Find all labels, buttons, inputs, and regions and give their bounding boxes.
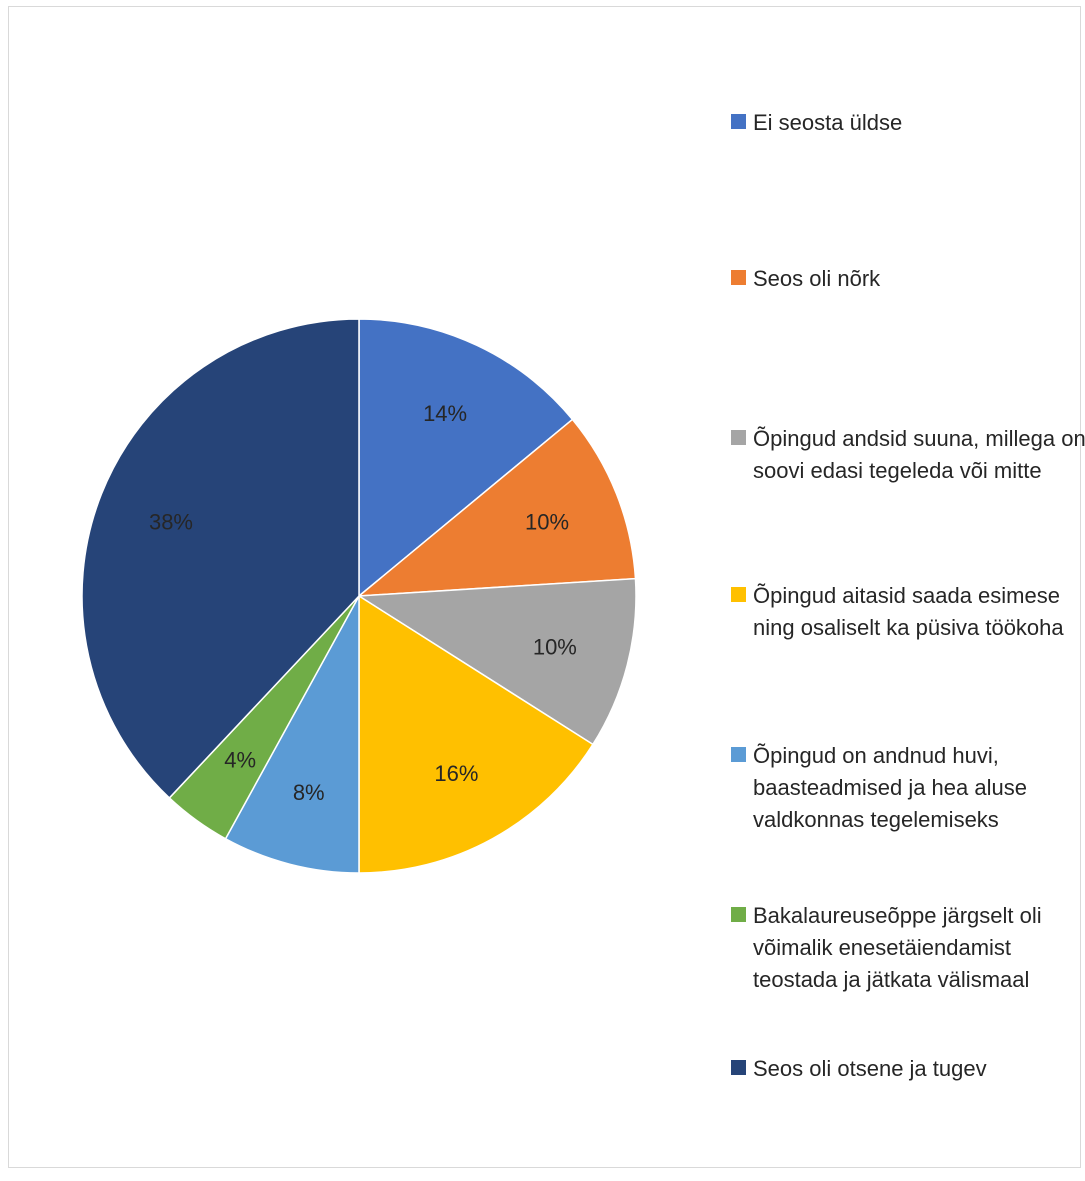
legend-label-2: Õpingud andsid suuna, millega on soovi e…	[753, 426, 1085, 483]
legend-label-4: Õpingud on andnud huvi, baasteadmised ja…	[753, 743, 1027, 832]
chart-area: 14% 10% 10% 16% 8% 4% 38% Ei seosta üldse Seos …	[8, 6, 1085, 1168]
legend-label-0: Ei seosta üldse	[753, 110, 903, 135]
pie-slice-0	[358, 318, 574, 598]
pie-slice-6	[81, 318, 360, 799]
data-label-0: 14%	[423, 401, 467, 426]
legend-swatch-2	[731, 430, 746, 445]
data-label-1: 10%	[525, 510, 569, 535]
legend-item-4: Õpingud on andnud huvi, baasteadmised ja…	[731, 740, 1085, 836]
legend-swatch-5	[731, 907, 746, 922]
legend-item-2: Õpingud andsid suuna, millega on soovi e…	[731, 423, 1085, 487]
pie-slice-4	[224, 595, 360, 874]
legend-label-1: Seos oli nõrk	[753, 266, 881, 291]
data-label-5: 4%	[224, 748, 256, 773]
legend-label-5: Bakalaureuseõppe järgselt oli võimalik e…	[753, 903, 1042, 992]
legend-swatch-6	[731, 1060, 746, 1075]
legend-label-6: Seos oli otsene ja tugev	[753, 1056, 987, 1081]
legend-item-0: Ei seosta üldse	[731, 107, 1085, 139]
pie-slice-1	[356, 418, 637, 597]
legend-item-5: Bakalaureuseõppe järgselt oli võimalik e…	[731, 900, 1085, 996]
pie-chart: 14% 10% 10% 16% 8% 4% 38%	[81, 318, 637, 874]
data-label-6: 38%	[149, 510, 193, 535]
legend-item-1: Seos oli nõrk	[731, 263, 1085, 295]
legend-item-3: Õpingud aitasid saada esimese ning osali…	[731, 580, 1085, 644]
pie-slice-3	[358, 594, 594, 874]
data-label-3: 16%	[434, 761, 478, 786]
legend-swatch-3	[731, 587, 746, 602]
pie-slice-2	[356, 577, 637, 746]
legend-item-6: Seos oli otsene ja tugev	[731, 1053, 1085, 1085]
data-label-2: 10%	[533, 634, 577, 659]
legend-swatch-1	[731, 270, 746, 285]
legend-swatch-0	[731, 114, 746, 129]
data-label-4: 8%	[293, 780, 325, 805]
legend-label-3: Õpingud aitasid saada esimese ning osali…	[753, 583, 1064, 640]
legend-swatch-4	[731, 747, 746, 762]
